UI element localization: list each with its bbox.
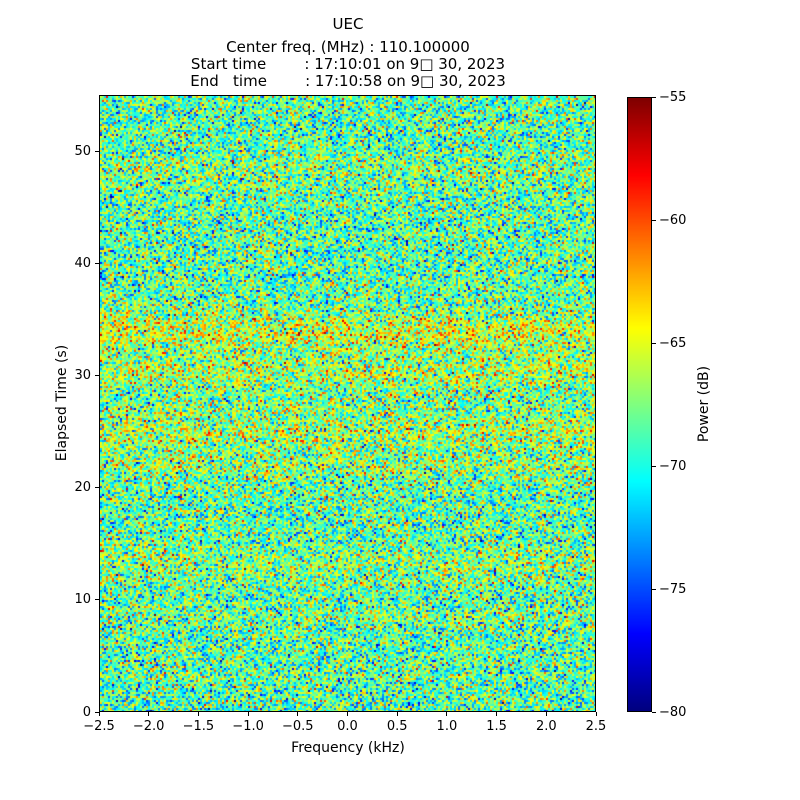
- x-tick-label: −1.0: [232, 719, 264, 734]
- x-tick-mark: [297, 712, 299, 716]
- x-tick-mark: [148, 712, 150, 716]
- colorbar-tick-mark: [652, 465, 656, 467]
- x-tick-mark: [545, 712, 547, 716]
- y-tick-mark: [95, 487, 99, 489]
- colorbar-tick-mark: [652, 711, 656, 713]
- x-tick-label: −2.0: [132, 719, 165, 734]
- y-tick-mark: [95, 711, 99, 713]
- x-tick-mark: [197, 712, 199, 716]
- colorbar: [627, 97, 652, 712]
- spectrogram-heatmap-canvas: [100, 96, 595, 711]
- y-tick-label: 40: [74, 255, 91, 271]
- x-tick-label: 2.0: [535, 719, 557, 734]
- colorbar-tick-label: −60: [659, 212, 687, 228]
- colorbar-tick-label: −75: [659, 581, 687, 597]
- x-tick-label: −0.5: [282, 719, 314, 734]
- colorbar-tick-mark: [652, 219, 656, 221]
- spectrogram-plot-area: [99, 95, 596, 712]
- x-tick-mark: [396, 712, 398, 716]
- x-tick-mark: [446, 712, 448, 716]
- colorbar-tick-mark: [652, 96, 656, 98]
- colorbar-tick-mark: [652, 342, 656, 344]
- colorbar-tick-label: −65: [659, 335, 687, 351]
- y-tick-label: 20: [74, 480, 91, 496]
- y-tick-label: 10: [74, 592, 91, 608]
- x-tick-label: −2.5: [83, 719, 115, 734]
- colorbar-tick-label: −80: [659, 704, 687, 720]
- x-tick-mark: [595, 712, 597, 716]
- y-tick-mark: [95, 262, 99, 264]
- colorbar-tick-label: −70: [659, 458, 687, 474]
- y-tick-label: 50: [74, 143, 91, 159]
- x-tick-label: 2.5: [585, 719, 607, 734]
- plot-title: UEC: [332, 15, 364, 33]
- x-tick-label: −1.5: [182, 719, 215, 734]
- x-tick-label: 0.5: [386, 719, 408, 734]
- colorbar-tick-mark: [652, 588, 656, 590]
- x-tick-mark: [98, 712, 100, 716]
- x-axis-label: Frequency (kHz): [291, 740, 405, 756]
- header-center-freq: Center freq. (MHz) : 110.100000: [226, 38, 470, 56]
- x-tick-label: 1.5: [486, 719, 507, 734]
- header-start-time: Start time : 17:10:01 on 9□ 30, 2023: [190, 55, 506, 73]
- y-tick-mark: [95, 150, 99, 152]
- colorbar-label: Power (dB): [696, 365, 712, 443]
- y-tick-mark: [95, 374, 99, 376]
- x-tick-label: 0.0: [337, 719, 358, 734]
- x-tick-mark: [247, 712, 249, 716]
- x-tick-mark: [347, 712, 348, 716]
- y-tick-label: 0: [82, 704, 91, 720]
- colorbar-tick-label: −55: [659, 89, 687, 105]
- x-tick-label: 1.0: [436, 719, 458, 734]
- x-tick-mark: [496, 712, 498, 716]
- colorbar-gradient-canvas: [628, 98, 651, 711]
- y-axis-label: Elapsed Time (s): [54, 344, 70, 462]
- y-tick-mark: [95, 599, 99, 601]
- y-tick-label: 30: [74, 367, 91, 383]
- header-end-time: End time : 17:10:58 on 9□ 30, 2023: [190, 72, 506, 90]
